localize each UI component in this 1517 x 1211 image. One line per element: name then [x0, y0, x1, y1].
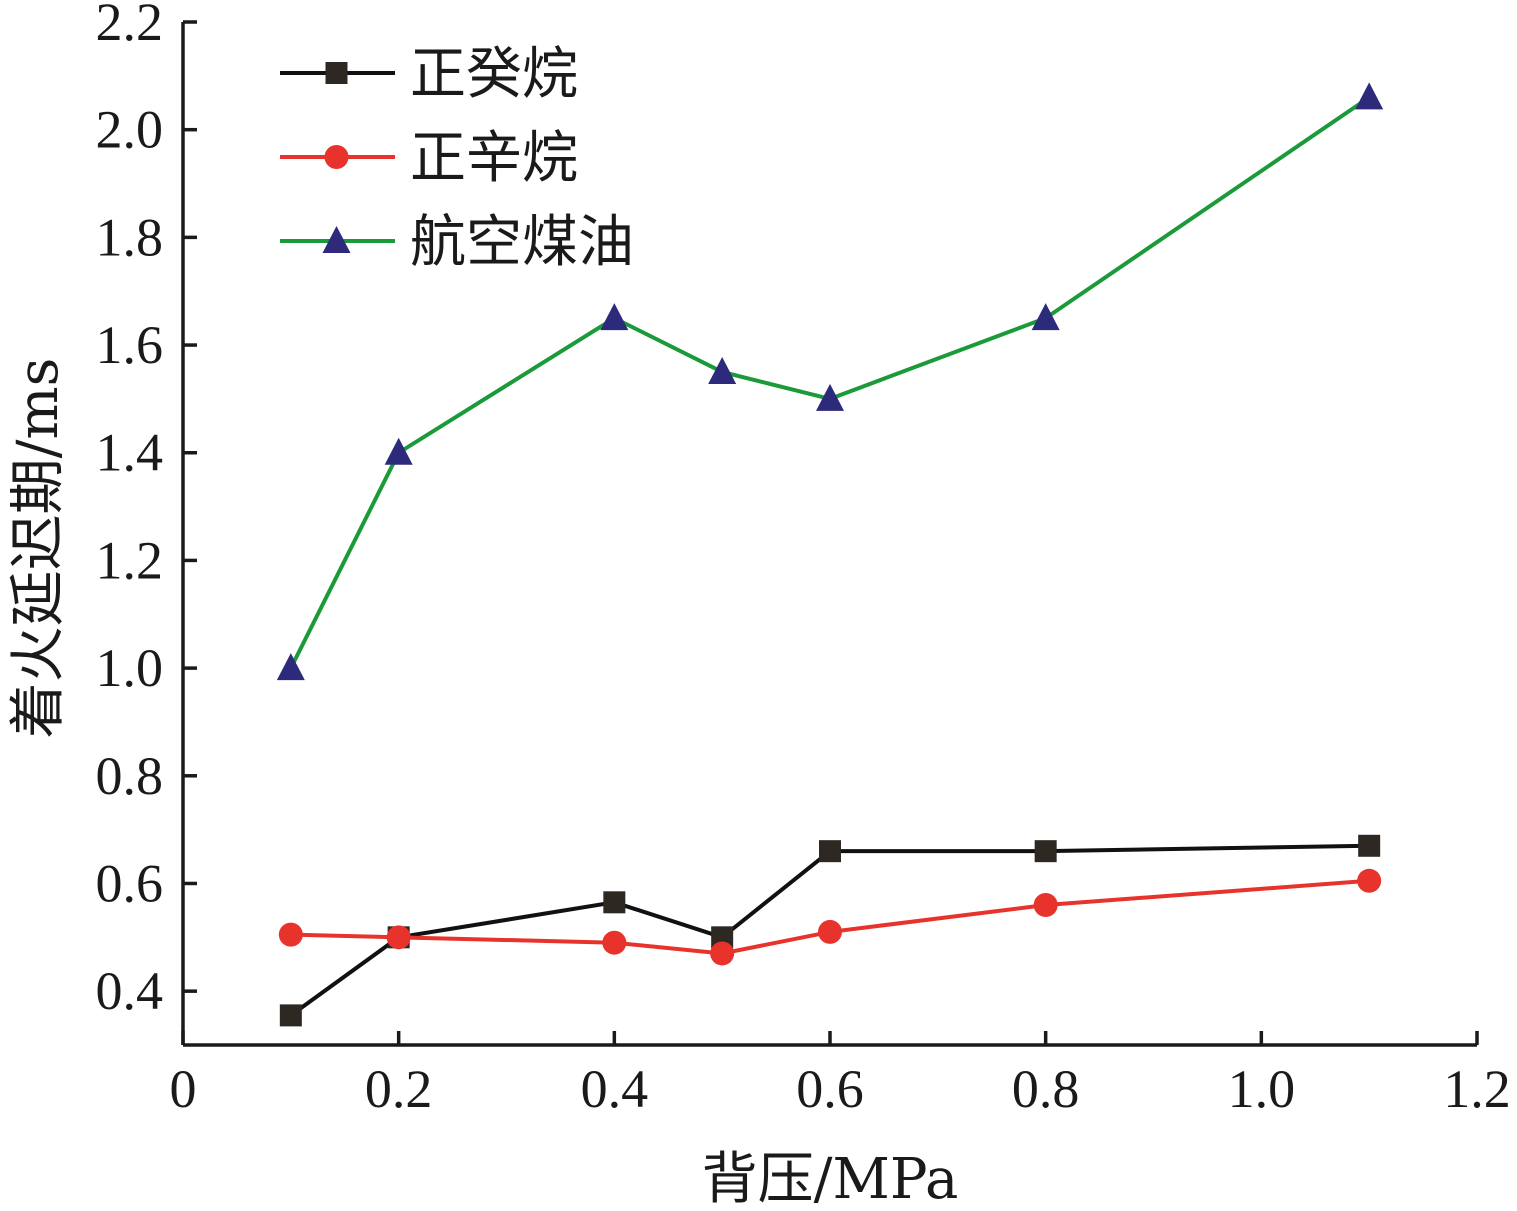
- legend-label: 正辛烷: [410, 126, 578, 191]
- legend-item: 正辛烷: [280, 126, 578, 191]
- legend-label: 正癸烷: [410, 42, 578, 107]
- y-tick-label: 2.0: [96, 100, 164, 160]
- x-tick-label: 0.6: [796, 1059, 864, 1119]
- x-tick-label: 0.4: [581, 1059, 649, 1119]
- series-3: [276, 82, 1384, 681]
- data-point: [1355, 82, 1384, 110]
- y-tick-label: 1.6: [96, 315, 164, 375]
- chart-axes: [181, 22, 1477, 1047]
- legend-marker: [325, 62, 348, 84]
- y-tick-label: 2.2: [96, 0, 164, 52]
- y-tick-label: 0.4: [96, 961, 164, 1021]
- y-tick-label: 1.4: [96, 423, 164, 483]
- y-tick-label: 1.8: [96, 207, 164, 267]
- data-point: [710, 941, 735, 966]
- data-point: [386, 925, 411, 950]
- y-tick-label: 0.6: [96, 853, 164, 913]
- data-point: [384, 437, 413, 465]
- legend-marker: [324, 145, 349, 169]
- data-point: [708, 356, 737, 384]
- x-axis-title: 背压/MPa: [702, 1147, 959, 1211]
- legend-marker: [322, 226, 351, 253]
- x-tick-label: 0.2: [365, 1059, 433, 1119]
- x-tick-label: 1.2: [1443, 1059, 1511, 1119]
- data-point: [819, 840, 841, 863]
- data-point: [279, 1004, 302, 1027]
- data-point: [816, 383, 844, 411]
- data-point: [603, 891, 626, 914]
- legend-label: 航空煤油: [410, 210, 634, 275]
- data-point: [1031, 303, 1060, 331]
- y-tick-label: 1.0: [96, 638, 164, 698]
- x-tick-label: 0: [170, 1059, 197, 1119]
- data-point: [1033, 893, 1058, 918]
- y-tick-label: 0.8: [96, 746, 164, 806]
- data-point: [602, 930, 627, 955]
- data-point: [1034, 840, 1057, 863]
- y-tick-label: 1.2: [96, 530, 164, 590]
- series-layer: [276, 82, 1384, 1027]
- legend-item: 正癸烷: [280, 42, 578, 107]
- legend-item: 航空煤油: [280, 210, 634, 275]
- data-point: [278, 922, 303, 947]
- y-axis-ticks: 0.4 0.6 0.8 1.0 1.2 1.4 1.6 1.8 2.0 2.2: [96, 0, 197, 1021]
- data-point: [818, 919, 842, 944]
- data-point: [600, 303, 629, 331]
- x-tick-label: 1.0: [1228, 1059, 1296, 1119]
- series-2: [278, 868, 1382, 966]
- x-axis-ticks: 0 0.2 0.4 0.6 0.8 1.0 1.2: [170, 1031, 1511, 1119]
- x-tick-label: 0.8: [1012, 1059, 1080, 1119]
- y-axis-title: 着火延迟期/ms: [6, 358, 71, 739]
- data-point: [1358, 834, 1381, 857]
- data-point: [1357, 868, 1382, 893]
- data-point: [276, 653, 305, 681]
